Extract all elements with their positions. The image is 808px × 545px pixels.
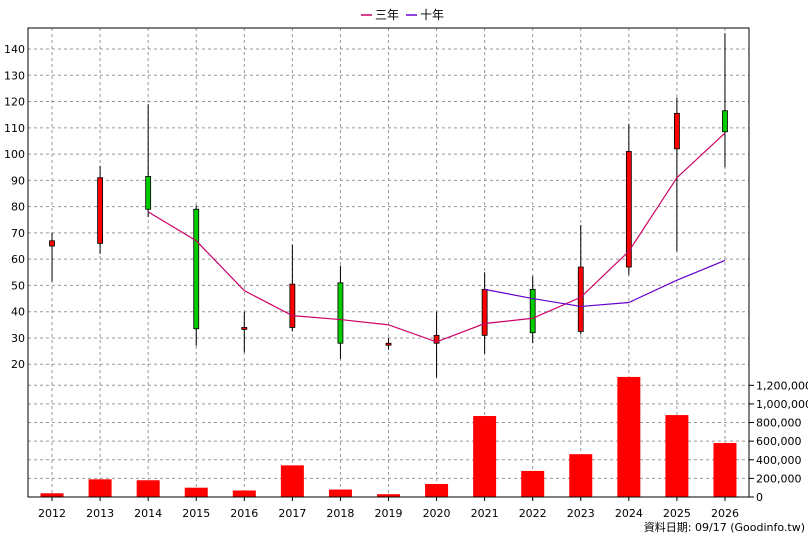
moving-average-line: [484, 259, 726, 308]
price-axis: 20 30 40 50 60 70 80 90 100 110 120 130 140: [4, 43, 25, 371]
candle-body: [49, 240, 55, 247]
x-tick-label: 2025: [663, 507, 691, 520]
volume-bar: [136, 480, 160, 497]
candle-body: [674, 112, 680, 150]
candle-body: [145, 176, 152, 210]
source-label: 資料日期: 09/17 (Goodinfo.tw): [644, 520, 805, 534]
volume-bar: [473, 416, 497, 497]
volume-bar: [569, 454, 593, 497]
price-tick-label: 50: [11, 279, 25, 292]
volume-tick-label: 0: [756, 491, 763, 504]
price-tick-label: 20: [11, 358, 25, 371]
price-tick-label: 80: [11, 201, 25, 214]
x-tick-label: 2017: [278, 507, 306, 520]
candle-body: [529, 288, 536, 334]
price-tick-label: 70: [11, 227, 25, 240]
price-tick-label: 120: [4, 96, 25, 109]
candle-body: [722, 110, 728, 133]
price-tick-label: 140: [4, 43, 25, 56]
moving-average-line: [147, 132, 726, 343]
volume-tick-label: 600,000: [756, 435, 802, 448]
volume-tick-label: 1,000,000: [756, 398, 808, 411]
price-tick-label: 110: [4, 122, 25, 135]
volume-tick-label: 1,200,000: [756, 379, 808, 392]
price-tick-label: 130: [4, 69, 25, 82]
candle-body: [337, 282, 344, 344]
legend-label-10yr: 十年: [420, 8, 444, 22]
candles: [49, 33, 728, 378]
volume-bar: [521, 470, 545, 497]
x-tick-label: 2013: [86, 507, 114, 520]
x-tick-label: 2016: [230, 507, 258, 520]
candle-body: [577, 266, 584, 332]
volume-tick-label: 400,000: [756, 454, 802, 467]
volume-tick-label: 200,000: [756, 472, 802, 485]
volume-bar: [232, 490, 256, 497]
volume-bar: [713, 443, 737, 497]
price-tick-label: 40: [11, 306, 25, 319]
volume-tick-label: 800,000: [756, 417, 802, 430]
volume-bar: [617, 376, 641, 497]
x-tick-label: 2018: [326, 507, 354, 520]
candle-body: [241, 327, 248, 330]
x-axis: 2012 2013 2014 2015 2016 2017 2018 2019 2020 2021…: [38, 497, 739, 520]
volume-bar: [328, 489, 352, 497]
price-tick-label: 100: [4, 148, 25, 161]
x-tick-label: 2014: [134, 507, 162, 520]
volume-bar: [425, 483, 449, 497]
x-tick-label: 2012: [38, 507, 66, 520]
x-tick-label: 2026: [711, 507, 739, 520]
candle-body: [289, 283, 296, 328]
x-tick-label: 2022: [519, 507, 547, 520]
volume-bar: [184, 487, 208, 497]
x-tick-label: 2023: [567, 507, 595, 520]
candle-body: [625, 151, 632, 268]
candle-body: [433, 334, 440, 344]
grid: [28, 28, 749, 498]
x-tick-label: 2024: [615, 507, 643, 520]
volume-bars: [40, 376, 737, 497]
candle-body: [193, 208, 200, 330]
plot-frame: [27, 27, 750, 498]
volume-axis: 0 200,000 400,000 600,000 800,000 1,000,000 1,…: [749, 379, 808, 504]
x-tick-label: 2019: [375, 507, 403, 520]
x-tick-label: 2015: [182, 507, 210, 520]
candle-body: [481, 288, 488, 336]
candle-body: [385, 342, 392, 346]
legend: 三年 十年: [361, 8, 444, 22]
volume-bar: [40, 493, 64, 497]
price-tick-label: 30: [11, 332, 25, 345]
volume-bar: [665, 415, 689, 497]
x-tick-label: 2020: [423, 507, 451, 520]
volume-bar: [280, 465, 304, 497]
price-tick-label: 90: [11, 174, 25, 187]
volume-bar: [377, 494, 400, 497]
candle-body: [97, 177, 103, 244]
volume-bar: [88, 479, 112, 497]
x-tick-label: 2021: [471, 507, 499, 520]
legend-label-3yr: 三年: [375, 8, 399, 22]
moving-average-lines: [147, 132, 726, 343]
price-tick-label: 60: [11, 253, 25, 266]
